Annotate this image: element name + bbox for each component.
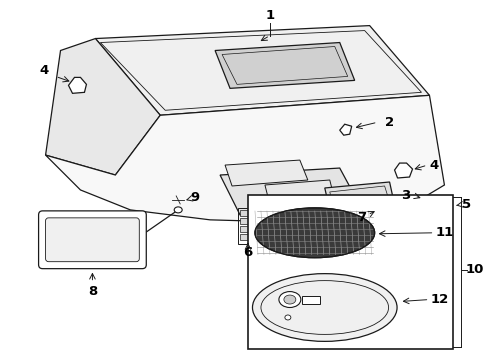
- Polygon shape: [264, 180, 334, 205]
- Ellipse shape: [173, 196, 183, 204]
- Ellipse shape: [389, 166, 397, 172]
- Ellipse shape: [440, 201, 451, 210]
- Bar: [301, 296, 319, 303]
- Text: 3: 3: [400, 189, 409, 202]
- Polygon shape: [68, 77, 86, 93]
- Ellipse shape: [412, 194, 422, 202]
- Ellipse shape: [254, 208, 374, 258]
- Text: 9: 9: [190, 192, 199, 204]
- Polygon shape: [45, 39, 160, 175]
- Polygon shape: [224, 160, 307, 186]
- Text: 4: 4: [39, 64, 48, 77]
- FancyBboxPatch shape: [39, 211, 146, 269]
- Polygon shape: [45, 95, 444, 222]
- Ellipse shape: [414, 196, 419, 200]
- Bar: [247, 195, 452, 349]
- Text: 1: 1: [265, 9, 274, 22]
- Bar: [240, 226, 248, 232]
- Ellipse shape: [278, 292, 300, 307]
- Ellipse shape: [285, 315, 290, 320]
- Text: 10: 10: [464, 263, 483, 276]
- Ellipse shape: [174, 207, 182, 213]
- Polygon shape: [215, 42, 354, 88]
- Bar: [240, 210, 248, 216]
- Bar: [250, 210, 260, 216]
- Ellipse shape: [64, 80, 73, 87]
- Bar: [240, 234, 248, 240]
- Ellipse shape: [284, 295, 295, 304]
- Bar: [250, 218, 260, 224]
- Polygon shape: [220, 168, 359, 215]
- Bar: [250, 226, 260, 232]
- Polygon shape: [339, 124, 351, 135]
- Ellipse shape: [369, 138, 399, 152]
- Ellipse shape: [443, 202, 448, 207]
- Text: 12: 12: [429, 293, 447, 306]
- Bar: [240, 218, 248, 224]
- Ellipse shape: [252, 274, 396, 341]
- Text: 11: 11: [434, 226, 453, 239]
- Bar: [238, 208, 262, 244]
- Polygon shape: [394, 163, 412, 178]
- FancyBboxPatch shape: [45, 218, 139, 262]
- Text: 5: 5: [461, 198, 470, 211]
- Text: 8: 8: [88, 285, 97, 298]
- Polygon shape: [95, 26, 428, 115]
- Text: 4: 4: [429, 158, 438, 172]
- Bar: [250, 234, 260, 240]
- Polygon shape: [324, 182, 394, 210]
- Text: 6: 6: [243, 246, 252, 259]
- Text: 2: 2: [384, 116, 393, 129]
- Ellipse shape: [109, 125, 127, 136]
- Text: 7: 7: [356, 211, 366, 224]
